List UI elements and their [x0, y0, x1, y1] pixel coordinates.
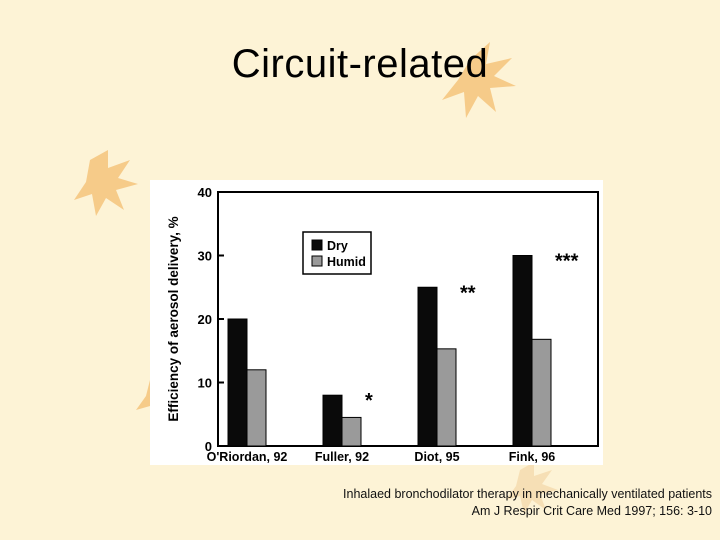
y-tick-label: 0 [205, 439, 212, 454]
bar-humid [246, 369, 267, 447]
y-tick-label: 30 [198, 249, 212, 264]
x-tick-label: O'Riordan, 92 [207, 450, 288, 464]
bar-humid [436, 348, 457, 447]
bar-dry [322, 394, 343, 447]
y-tick-label: 10 [198, 376, 212, 391]
legend-swatch-humid [311, 255, 323, 267]
slide-title: Circuit-related [231, 42, 489, 86]
citation: Inhalaed bronchodilator therapy in mecha… [343, 486, 712, 520]
bar-dry [227, 318, 248, 447]
x-tick-label: Fuller, 92 [315, 450, 369, 464]
legend-swatch-dry [311, 239, 323, 251]
y-tick-label: 40 [198, 185, 212, 200]
citation-line-2: Am J Respir Crit Care Med 1997; 156: 3-1… [471, 504, 712, 518]
y-tick-label: 20 [198, 312, 212, 327]
citation-line-1: Inhalaed bronchodilator therapy in mecha… [343, 487, 712, 501]
bar-humid [531, 338, 552, 447]
significance-marker: * [365, 390, 373, 412]
bar-chart: 0 10 20 30 40 Efficiency of aerosol delivery,… [150, 180, 603, 465]
legend-label-humid: Humid [327, 255, 366, 269]
bar-humid [341, 416, 362, 447]
significance-marker: ** [460, 282, 476, 304]
legend-label-dry: Dry [327, 239, 348, 253]
significance-marker: *** [555, 251, 579, 273]
chart-canvas: 0 10 20 30 40 Efficiency of aerosol delivery,… [166, 185, 599, 464]
x-tick-label: Diot, 95 [414, 450, 459, 464]
y-axis-label: Efficiency of aerosol delivery, % [166, 216, 181, 421]
bar-dry [512, 255, 533, 447]
legend-box [302, 231, 372, 275]
x-tick-label: Fink, 96 [509, 450, 556, 464]
bar-dry [417, 286, 438, 447]
